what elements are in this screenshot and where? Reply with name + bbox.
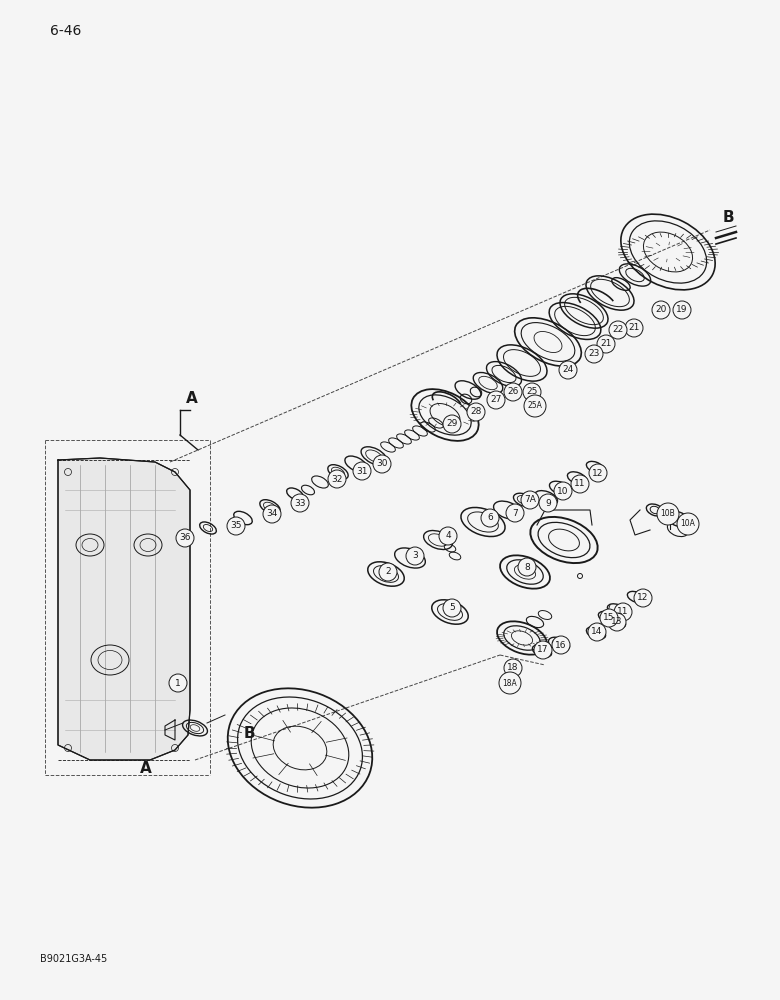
Circle shape [373, 455, 391, 473]
Text: 10B: 10B [661, 510, 675, 518]
Polygon shape [58, 458, 190, 760]
Text: 33: 33 [294, 498, 306, 508]
Circle shape [585, 345, 603, 363]
Text: 31: 31 [356, 466, 367, 476]
Circle shape [379, 563, 397, 581]
Text: 35: 35 [230, 522, 242, 530]
Circle shape [559, 361, 577, 379]
Circle shape [552, 636, 570, 654]
Circle shape [673, 301, 691, 319]
Text: 21: 21 [601, 340, 612, 349]
Circle shape [467, 403, 485, 421]
Text: 4: 4 [445, 532, 451, 540]
Circle shape [439, 527, 457, 545]
Text: 21: 21 [629, 324, 640, 332]
Text: 19: 19 [676, 306, 688, 314]
Text: 13: 13 [612, 617, 622, 626]
Text: 12: 12 [592, 468, 604, 478]
Text: 1: 1 [176, 678, 181, 688]
Circle shape [506, 504, 524, 522]
Circle shape [589, 464, 607, 482]
Text: 36: 36 [179, 534, 191, 542]
Text: 14: 14 [591, 628, 603, 637]
Circle shape [652, 301, 670, 319]
Text: 10A: 10A [681, 520, 696, 528]
Text: B: B [723, 210, 735, 225]
Circle shape [406, 547, 424, 565]
Text: A: A [140, 761, 152, 776]
Text: 16: 16 [555, 641, 567, 650]
Circle shape [597, 335, 615, 353]
Circle shape [291, 494, 309, 512]
Circle shape [328, 470, 346, 488]
Circle shape [499, 672, 521, 694]
Text: 30: 30 [376, 460, 388, 468]
Text: 9: 9 [545, 498, 551, 508]
Circle shape [521, 491, 539, 509]
Text: 11: 11 [617, 607, 629, 616]
Circle shape [677, 513, 699, 535]
Circle shape [571, 475, 589, 493]
Text: 25: 25 [526, 387, 537, 396]
Circle shape [523, 383, 541, 401]
Circle shape [608, 613, 626, 631]
Text: 25A: 25A [527, 401, 542, 410]
Text: 11: 11 [574, 480, 586, 488]
Text: 3: 3 [412, 552, 418, 560]
Text: 15: 15 [603, 613, 615, 622]
Circle shape [481, 509, 499, 527]
Circle shape [554, 482, 572, 500]
Text: 7: 7 [512, 508, 518, 518]
Text: 29: 29 [446, 420, 458, 428]
Text: 6-46: 6-46 [50, 24, 81, 38]
Circle shape [504, 659, 522, 677]
Circle shape [169, 674, 187, 692]
Circle shape [588, 623, 606, 641]
Text: 18: 18 [507, 664, 519, 672]
Text: B: B [244, 726, 256, 741]
Text: 26: 26 [507, 387, 519, 396]
Circle shape [524, 395, 546, 417]
Circle shape [353, 462, 371, 480]
Circle shape [657, 503, 679, 525]
Circle shape [176, 529, 194, 547]
Circle shape [625, 319, 643, 337]
Text: 5: 5 [449, 603, 455, 612]
Circle shape [609, 321, 627, 339]
Text: 7A: 7A [524, 495, 536, 504]
Text: 20: 20 [655, 306, 667, 314]
Circle shape [443, 599, 461, 617]
Circle shape [443, 415, 461, 433]
Text: A: A [186, 391, 198, 406]
Text: 17: 17 [537, 646, 549, 654]
Circle shape [227, 517, 245, 535]
Circle shape [534, 641, 552, 659]
Circle shape [518, 558, 536, 576]
Circle shape [487, 391, 505, 409]
Text: 28: 28 [470, 408, 482, 416]
Text: B9021G3A-45: B9021G3A-45 [40, 954, 108, 964]
Text: 18A: 18A [502, 678, 517, 688]
Text: 34: 34 [266, 510, 278, 518]
Text: 27: 27 [491, 395, 502, 404]
Circle shape [504, 383, 522, 401]
Circle shape [263, 505, 281, 523]
Text: 24: 24 [562, 365, 573, 374]
Text: 8: 8 [524, 562, 530, 572]
Text: 32: 32 [332, 475, 342, 484]
Text: 23: 23 [588, 350, 600, 359]
Circle shape [614, 603, 632, 621]
Text: 10: 10 [557, 487, 569, 495]
Text: 2: 2 [385, 568, 391, 576]
Text: 22: 22 [612, 326, 624, 334]
Circle shape [539, 494, 557, 512]
Text: 6: 6 [488, 514, 493, 522]
Circle shape [600, 609, 618, 627]
Circle shape [634, 589, 652, 607]
Text: 12: 12 [637, 593, 649, 602]
